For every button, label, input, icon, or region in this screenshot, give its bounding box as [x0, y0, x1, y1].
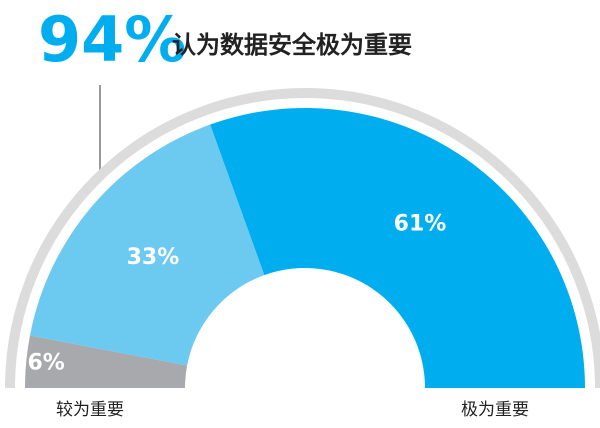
end-label: 极为重要: [461, 400, 529, 420]
segment: [210, 108, 585, 389]
value-label: 61%: [394, 211, 447, 236]
start-label: 较为重要: [56, 400, 124, 420]
segment: [25, 335, 188, 388]
value-label: 33%: [127, 245, 180, 270]
chart-title: 认为数据安全极为重要: [172, 31, 412, 59]
value-label: 6%: [27, 351, 64, 376]
headline: 94%: [38, 3, 186, 76]
outer-ring: [5, 88, 600, 389]
segment: [29, 124, 265, 366]
